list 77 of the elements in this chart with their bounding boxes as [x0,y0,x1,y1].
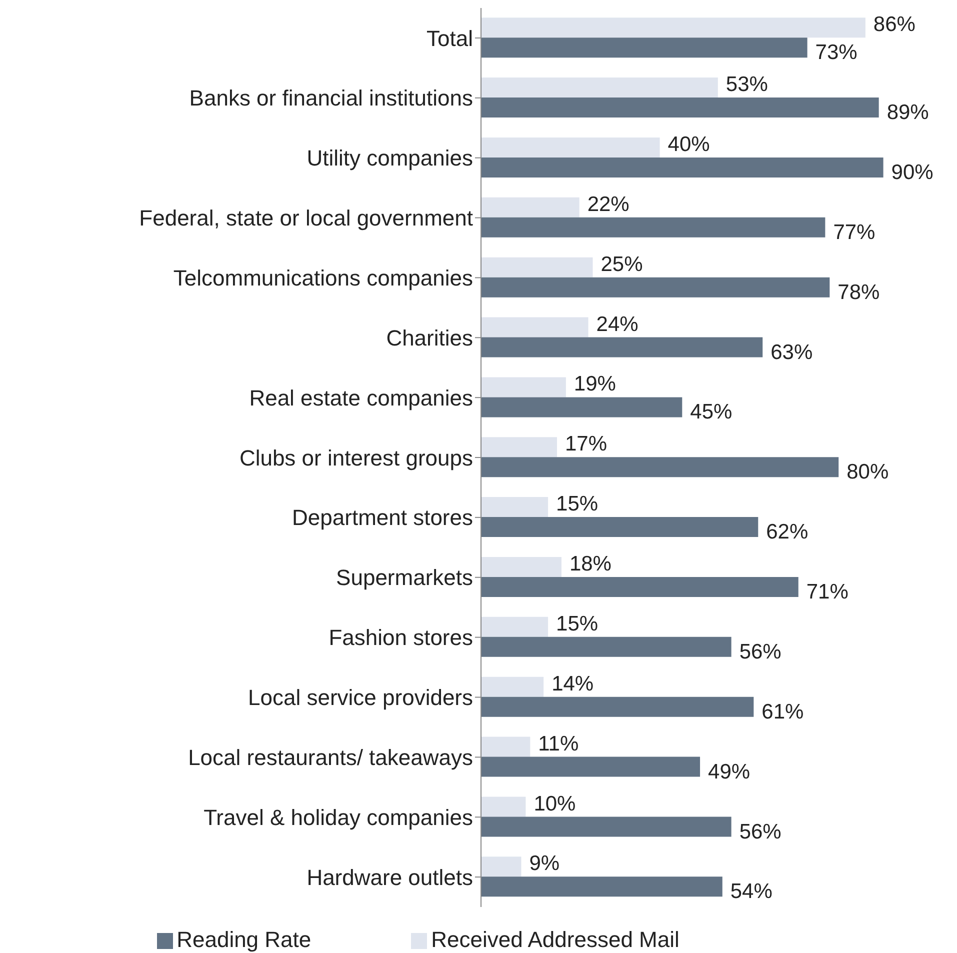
data-label: 73% [815,41,858,64]
data-label: 15% [556,612,598,636]
y-tick-label: Federal, state or local government [139,206,473,231]
data-label: 56% [739,820,782,844]
data-label: 19% [574,372,616,396]
data-label: 63% [770,340,813,364]
bar [481,556,562,577]
y-tick-label: Fashion stores [328,625,473,650]
bar [481,636,732,657]
y-tick-label: Telcommunications companies [173,266,473,291]
data-label: 89% [886,101,929,124]
data-label: 53% [726,73,768,96]
y-tick-label: Utility companies [306,146,473,171]
bar [481,78,718,98]
bar [481,38,808,58]
y-tick-label: Banks or financial institutions [189,86,473,111]
data-label: 49% [708,760,750,784]
bar [481,197,580,218]
data-label: 77% [833,220,876,244]
y-tick-label: Total [426,26,473,51]
data-label: 18% [569,552,612,576]
bar [481,277,830,298]
bar [481,257,593,278]
bar [481,696,754,717]
y-tick-label: Travel & holiday companies [204,804,473,830]
bar [481,317,588,338]
bar [481,397,682,418]
bar [481,337,763,358]
bar [481,217,826,238]
bar [481,736,530,757]
bar [481,816,732,837]
bar [481,576,798,597]
bar [481,616,548,637]
data-label: 62% [766,520,808,544]
data-label: 45% [690,400,732,424]
data-label: 56% [739,640,782,664]
bar [481,676,544,697]
legend-label: Received Addressed Mail [431,927,680,952]
data-label: 15% [556,492,598,516]
data-label: 24% [596,312,638,336]
data-label: 9% [529,852,560,876]
y-tick-label: Clubs or interest groups [239,445,473,470]
data-label: 25% [600,252,643,276]
legend-label: Reading Rate [176,927,312,952]
bar [481,497,548,518]
data-label: 54% [730,880,772,904]
data-label: 80% [846,460,889,484]
bar [481,437,557,458]
bar [481,377,566,398]
data-label: 90% [891,161,934,184]
bar [481,517,758,538]
data-label: 11% [538,732,579,756]
bar [481,876,722,897]
bar [481,157,884,178]
data-label: 10% [534,792,576,816]
y-tick-label: Charities [386,325,473,350]
data-label: 78% [838,280,880,304]
bar [481,756,700,777]
data-label: 71% [806,580,848,604]
bar [481,18,866,38]
data-label: 61% [762,700,804,724]
data-label: 40% [668,133,710,156]
bar [481,856,522,877]
data-label: 17% [564,432,608,456]
data-label: 86% [873,13,916,36]
y-tick-label: Hardware outlets [306,864,473,890]
bar [481,137,660,158]
bar [481,98,879,118]
data-label: 22% [587,192,630,216]
y-tick-label: Local service providers [248,685,473,710]
y-tick-label: Supermarkets [336,565,473,590]
y-tick-label: Real estate companies [249,385,473,410]
bar [481,796,526,817]
data-label: 14% [552,672,594,696]
y-tick-label: Department stores [292,505,473,530]
y-tick-label: Local restaurants/ takeaways [188,744,473,770]
bar [481,457,839,478]
